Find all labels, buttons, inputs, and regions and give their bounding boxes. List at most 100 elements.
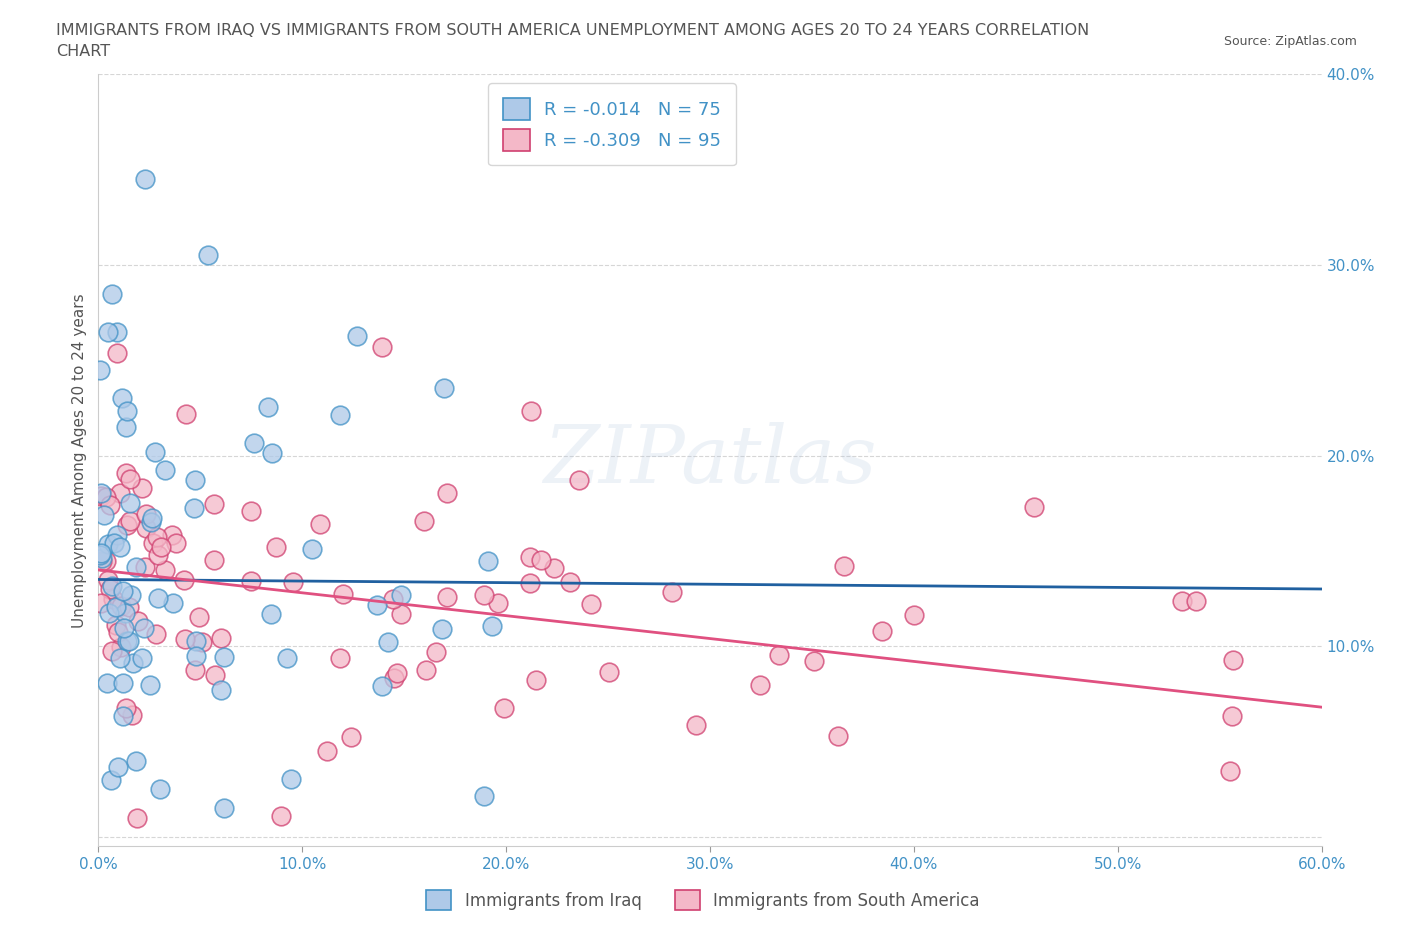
Point [661,584,683,599]
Point [89,547,111,562]
Point [202,497,225,512]
Point [256,399,278,414]
Point [100,772,122,787]
Point [98,581,121,596]
Point [543,560,565,575]
Point [259,606,281,621]
Point [114,605,136,620]
Point [125,560,148,575]
Point [301,862,323,877]
Point [105,599,128,614]
Point [389,588,412,603]
Point [105,618,128,632]
Point [1222,652,1244,667]
Point [143,445,166,459]
Point [202,552,225,567]
Point [90,488,112,503]
Point [139,677,162,692]
Point [122,655,145,670]
Point [173,572,195,587]
Point [100,498,122,512]
Point [108,650,131,665]
Point [165,536,187,551]
Point [118,495,141,510]
Point [560,575,582,590]
Point [519,550,541,565]
Point [90,595,112,610]
Point [186,648,208,663]
Point [134,560,156,575]
Point [1171,593,1194,608]
Point [135,506,157,521]
Point [276,650,298,665]
Point [191,634,214,649]
Point [115,404,138,418]
Text: IMMIGRANTS FROM IRAQ VS IMMIGRANTS FROM SOUTH AMERICA UNEMPLOYMENT AMONG AGES 20: IMMIGRANTS FROM IRAQ VS IMMIGRANTS FROM … [56,23,1090,38]
Point [209,683,232,698]
Point [94,489,117,504]
Point [870,624,893,639]
Point [197,248,219,263]
Point [377,634,399,649]
Point [366,597,388,612]
Text: Source: ZipAtlas.com: Source: ZipAtlas.com [1223,35,1357,48]
Text: ZIPatlas: ZIPatlas [543,421,877,499]
Point [184,662,207,677]
Point [112,584,135,599]
Point [803,654,825,669]
Point [107,760,129,775]
Point [127,614,149,629]
Point [748,678,770,693]
Legend: R = -0.014   N = 75, R = -0.309   N = 95: R = -0.014 N = 75, R = -0.309 N = 95 [488,84,735,166]
Point [125,753,148,768]
Point [415,663,437,678]
Point [139,515,162,530]
Point [768,648,790,663]
Point [174,406,197,421]
Point [150,539,173,554]
Point [477,553,499,568]
Point [93,508,115,523]
Point [146,548,169,563]
Point [685,718,707,733]
Point [112,621,135,636]
Point [105,874,128,889]
Point [381,591,404,606]
Point [568,472,591,487]
Point [97,572,120,587]
Point [239,503,262,518]
Point [184,472,207,487]
Point [183,501,205,516]
Point [186,633,208,648]
Point [472,587,495,602]
Point [135,520,157,535]
Point [472,789,495,804]
Point [329,651,352,666]
Point [382,671,405,685]
Point [270,808,292,823]
Point [209,631,232,645]
Point [98,605,121,620]
Point [89,363,111,378]
Point [115,419,138,434]
Point [108,485,131,500]
Point [125,810,148,825]
Point [115,634,138,649]
Point [121,708,143,723]
Point [519,576,541,591]
Point [101,591,124,606]
Point [145,529,167,544]
Point [316,743,339,758]
Point [598,665,620,680]
Point [433,380,456,395]
Point [436,485,458,500]
Point [142,536,165,551]
Point [413,513,436,528]
Point [264,540,287,555]
Point [340,729,363,744]
Point [1220,709,1243,724]
Point [214,801,236,816]
Point [155,563,177,578]
Point [309,516,332,531]
Point [430,622,453,637]
